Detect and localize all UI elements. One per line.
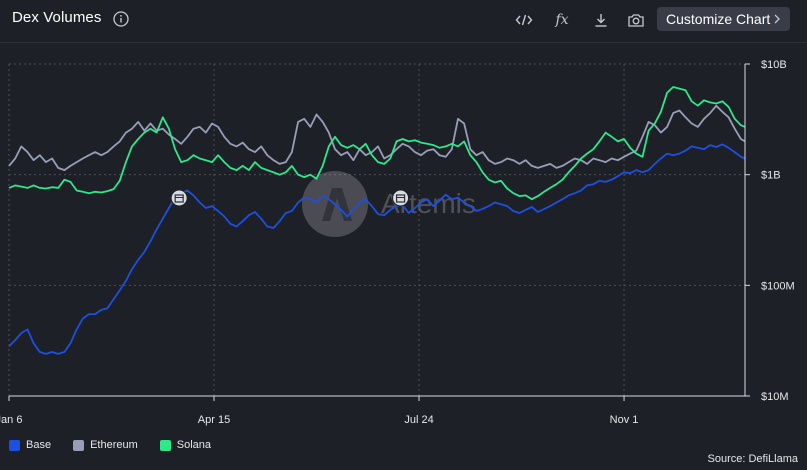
x-tick-label: Jul 24 [404, 414, 433, 426]
x-tick-label: Jan 6 [0, 414, 22, 426]
event-marker-glyph [174, 194, 184, 203]
chevron-right-icon [774, 14, 780, 24]
legend-label: Solana [176, 439, 212, 451]
customize-chart-label: Customize Chart [666, 11, 771, 27]
screenshot-button[interactable] [625, 9, 647, 31]
info-icon[interactable] [113, 11, 129, 27]
event-markers [170, 189, 410, 207]
legend-item-solana[interactable]: Solana [159, 439, 212, 451]
formula-icon: fx [555, 12, 569, 28]
source-label: Source: DefiLlama [707, 453, 799, 465]
calendar-event-icon[interactable] [170, 189, 188, 207]
legend-swatch [159, 439, 171, 451]
calendar-event-icon[interactable] [392, 189, 410, 207]
legend-item-base[interactable]: Base [9, 439, 51, 451]
chart-legend: Base Ethereum Solana [9, 437, 233, 453]
series-line-base [8, 143, 746, 355]
download-icon [595, 14, 607, 27]
embed-code-button[interactable] [513, 9, 535, 31]
customize-chart-button[interactable]: Customize Chart [657, 7, 790, 31]
legend-item-ethereum[interactable]: Ethereum [73, 439, 138, 451]
y-tick-label: $10M [761, 391, 789, 403]
page-title: Dex Volumes [12, 9, 102, 26]
series-line-solana [8, 86, 746, 201]
embed-code-icon [515, 14, 533, 26]
legend-swatch [73, 439, 85, 451]
watermark: Artemis [302, 171, 476, 237]
legend-label: Base [26, 439, 52, 451]
legend-label: Ethereum [90, 439, 138, 451]
legend-swatch [9, 439, 20, 451]
x-tick-label: Apr 15 [198, 414, 230, 426]
chart-header: Dex Volumes fx Customize Chart [0, 0, 807, 43]
formula-button[interactable]: fx [551, 9, 573, 31]
y-tick-label: $1B [761, 170, 781, 182]
event-marker-glyph [395, 194, 406, 203]
series-line-ethereum [8, 104, 746, 171]
download-button[interactable] [590, 9, 612, 31]
chart-axes: $10M $100M $1B $10B Jan 6 Apr 15 Jul 24 Nov 1 [0, 59, 795, 426]
y-tick-label: $10B [761, 59, 787, 71]
y-tick-label: $100M [761, 280, 795, 292]
chart-series [8, 86, 746, 355]
camera-icon [628, 14, 644, 27]
chart-grid [8, 63, 745, 397]
x-tick-label: Nov 1 [610, 414, 639, 426]
